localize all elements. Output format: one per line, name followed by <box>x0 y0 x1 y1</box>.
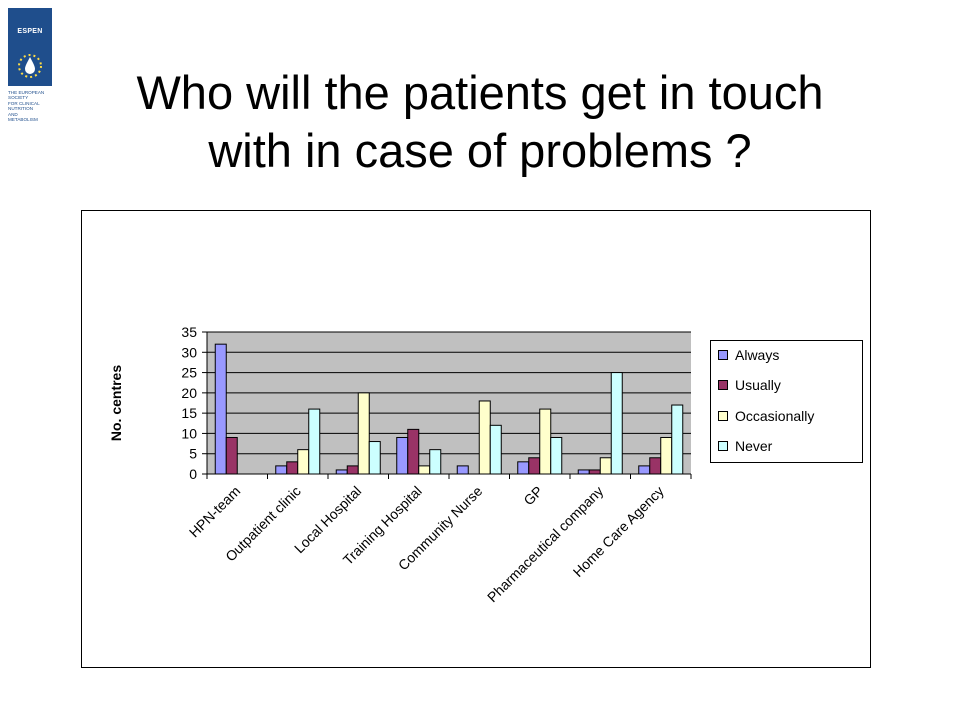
logo-subtitle-line: FOR CLINICAL <box>8 100 40 106</box>
x-tick-label: Pharmaceutical company <box>484 483 606 605</box>
legend-swatch <box>718 411 728 421</box>
legend-swatch <box>718 380 728 390</box>
legend-item-always: Always <box>718 346 779 364</box>
legend-label: Occasionally <box>735 408 815 424</box>
bar-always <box>214 343 227 475</box>
bar-occasionally <box>357 392 370 475</box>
x-tick-label: GP <box>520 483 546 509</box>
bar-never <box>308 408 321 475</box>
x-tick-label: HPN-team <box>186 483 244 541</box>
title-line-1: Who will the patients get in touch <box>136 66 824 119</box>
y-tick-label: 15 <box>181 405 197 421</box>
y-tick-label: 35 <box>181 324 197 340</box>
legend-swatch <box>718 350 728 360</box>
bar-occasionally <box>478 400 491 475</box>
bar-always <box>275 465 288 475</box>
legend-swatch <box>718 441 728 451</box>
logo-subtitle-line: SOCIETY <box>8 95 29 101</box>
logo-emblem: ESPEN <box>8 8 52 86</box>
legend-item-usually: Usually <box>718 376 781 394</box>
espen-logo: ESPEN THE EUROPEAN SOCIETY FOR CLINICAL … <box>8 8 54 123</box>
bar-usually <box>649 457 662 475</box>
bar-never <box>550 436 563 475</box>
bar-always <box>396 436 409 475</box>
y-tick-label: 10 <box>181 425 197 441</box>
y-tick-label: 0 <box>189 466 197 482</box>
bar-usually <box>286 461 299 475</box>
logo-word: ESPEN <box>17 28 43 35</box>
bar-never <box>429 449 442 475</box>
logo-subtitle: THE EUROPEAN SOCIETY FOR CLINICAL NUTRIT… <box>8 90 60 122</box>
bar-occasionally <box>297 449 310 475</box>
bar-always <box>638 465 651 475</box>
logo-subtitle-line: NUTRITION <box>8 106 34 112</box>
y-tick-label: 25 <box>181 365 197 381</box>
bar-occasionally <box>599 457 612 475</box>
legend-label: Never <box>735 438 773 454</box>
bar-usually <box>407 428 420 475</box>
y-tick-label: 5 <box>189 446 197 462</box>
bar-occasionally <box>539 408 552 475</box>
logo-subtitle-line: AND <box>8 111 18 117</box>
bar-never <box>489 424 502 475</box>
bar-always <box>517 461 530 475</box>
legend-label: Always <box>735 347 780 363</box>
slide-title: Who will the patients get in touch with … <box>0 64 960 180</box>
logo-subtitle-line: THE EUROPEAN <box>8 90 45 95</box>
bar-never <box>610 372 623 475</box>
title-line-2: with in case of problems ? <box>208 124 752 177</box>
bar-usually <box>528 457 541 475</box>
bar-usually <box>588 469 601 475</box>
y-tick-label: 30 <box>181 344 197 360</box>
legend-item-occasionally: Occasionally <box>718 407 814 425</box>
bar-usually <box>225 436 238 475</box>
bar-occasionally <box>418 465 431 475</box>
bar-usually <box>346 465 359 475</box>
chart-legend: Always Usually Occasionally Never <box>710 340 863 463</box>
bar-never <box>368 441 381 475</box>
bar-never <box>671 404 684 475</box>
bar-always <box>335 469 348 475</box>
plot-area <box>207 332 691 474</box>
bar-occasionally <box>660 436 673 475</box>
bar-always <box>456 465 469 475</box>
y-tick-label: 20 <box>181 385 197 401</box>
bar-always <box>577 469 590 475</box>
stars-drop-icon <box>18 54 42 78</box>
logo-subtitle-line: METABOLISM <box>8 117 38 123</box>
y-axis-title: No. centres <box>108 365 124 441</box>
legend-label: Usually <box>735 377 781 393</box>
legend-item-never: Never <box>718 437 772 455</box>
